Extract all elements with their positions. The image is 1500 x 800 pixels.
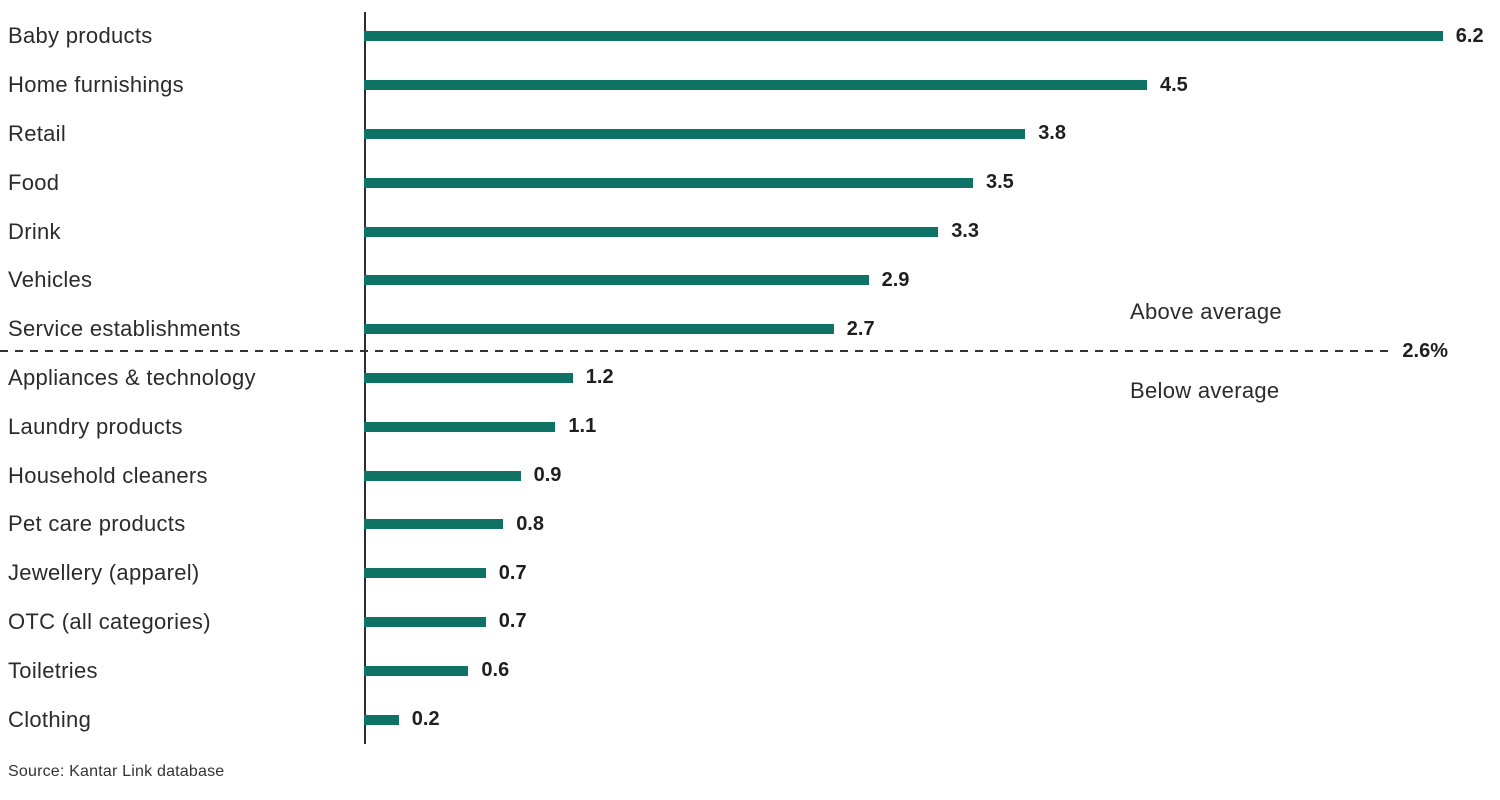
bar-row: Drink 3.3 bbox=[0, 207, 1500, 256]
value-label: 2.7 bbox=[846, 317, 875, 340]
value-label: 0.7 bbox=[498, 561, 527, 584]
bar-area: 6.2 bbox=[364, 25, 1500, 48]
category-label: Toiletries bbox=[8, 657, 98, 683]
below-average-label: Below average bbox=[1130, 378, 1280, 403]
bar-row: Pet care products 0.8 bbox=[0, 500, 1500, 549]
category-label: Vehicles bbox=[8, 267, 93, 293]
bar-row: Household cleaners 0.9 bbox=[0, 451, 1500, 500]
bar bbox=[364, 324, 834, 335]
category-label: Clothing bbox=[8, 706, 92, 732]
bar-area: 0.9 bbox=[364, 464, 1500, 487]
value-label: 0.6 bbox=[481, 659, 510, 682]
category-label: Jewellery (apparel) bbox=[8, 560, 200, 586]
bar-row: Laundry products 1.1 bbox=[0, 402, 1500, 451]
bar bbox=[364, 31, 1443, 42]
bar-row: Clothing 0.2 bbox=[0, 695, 1500, 744]
bar-area: 0.8 bbox=[364, 513, 1500, 536]
bar-area: 3.5 bbox=[364, 171, 1500, 194]
value-label: 6.2 bbox=[1455, 24, 1484, 47]
value-label: 2.9 bbox=[881, 268, 910, 291]
bar-row: Vehicles 2.9 bbox=[0, 256, 1500, 305]
category-label: Service establishments bbox=[8, 316, 241, 342]
bar bbox=[364, 714, 399, 725]
average-threshold-line: 2.6% bbox=[0, 339, 1448, 362]
bar-area: 4.5 bbox=[364, 74, 1500, 97]
above-average-label: Above average bbox=[1130, 299, 1282, 324]
category-label: Baby products bbox=[8, 23, 153, 49]
value-label: 3.3 bbox=[951, 220, 979, 243]
category-label: Home furnishings bbox=[8, 72, 184, 98]
bar-area: 3.8 bbox=[364, 122, 1500, 145]
threshold-value-label: 2.6% bbox=[1402, 339, 1448, 362]
bar bbox=[364, 275, 869, 286]
category-label: Pet care products bbox=[8, 511, 186, 537]
bar-row: Retail 3.8 bbox=[0, 110, 1500, 159]
value-label: 1.2 bbox=[585, 366, 614, 389]
bar-area: 0.7 bbox=[364, 610, 1500, 633]
bar bbox=[364, 665, 469, 676]
bar-row: Food 3.5 bbox=[0, 158, 1500, 207]
value-label: 3.5 bbox=[986, 171, 1014, 194]
bar bbox=[364, 470, 521, 481]
bar-area: 3.3 bbox=[364, 220, 1500, 243]
bar-area: 1.2 bbox=[364, 366, 1500, 389]
source-note: Source: Kantar Link database bbox=[8, 763, 225, 780]
bar-area: 0.7 bbox=[364, 562, 1500, 585]
bar-rows: Baby products 6.2 Home furnishings 4.5 Retai… bbox=[0, 12, 1500, 744]
bar bbox=[364, 421, 556, 432]
bar bbox=[364, 226, 939, 237]
value-label: 0.8 bbox=[516, 512, 544, 535]
category-label: Laundry products bbox=[8, 413, 183, 439]
bar-area: 2.7 bbox=[364, 318, 1500, 341]
bar-row: Toiletries 0.6 bbox=[0, 646, 1500, 695]
value-label: 0.9 bbox=[533, 464, 562, 487]
dashed-line bbox=[0, 350, 1389, 352]
bar-row: Appliances & technology 1.2 bbox=[0, 354, 1500, 403]
bar bbox=[364, 177, 973, 188]
value-label: 3.8 bbox=[1038, 122, 1066, 145]
value-label: 4.5 bbox=[1160, 73, 1188, 96]
category-label: Food bbox=[8, 169, 60, 195]
bar-row: OTC (all categories) 0.7 bbox=[0, 598, 1500, 647]
bar-area: 0.2 bbox=[364, 708, 1500, 731]
category-label: Household cleaners bbox=[8, 462, 208, 488]
bar bbox=[364, 80, 1147, 91]
bar-row: Service establishments 2.7 bbox=[0, 305, 1500, 354]
bar-area: 2.9 bbox=[364, 269, 1500, 292]
bar-row: Home furnishings 4.5 bbox=[0, 61, 1500, 110]
category-label: Drink bbox=[8, 218, 61, 244]
bar bbox=[364, 372, 573, 383]
bar-area: 1.1 bbox=[364, 415, 1500, 438]
value-label: 1.1 bbox=[568, 415, 597, 438]
bar bbox=[364, 568, 486, 579]
bar bbox=[364, 519, 504, 530]
value-label: 0.7 bbox=[498, 610, 527, 633]
bar bbox=[364, 616, 486, 627]
category-label: OTC (all categories) bbox=[8, 608, 211, 634]
value-label: 0.2 bbox=[411, 708, 440, 731]
category-label: Appliances & technology bbox=[8, 364, 256, 390]
bar-row: Jewellery (apparel) 0.7 bbox=[0, 549, 1500, 598]
bar-row: Baby products 6.2 bbox=[0, 12, 1500, 61]
bar bbox=[364, 128, 1026, 139]
bar-area: 0.6 bbox=[364, 659, 1500, 682]
category-label: Retail bbox=[8, 120, 67, 146]
